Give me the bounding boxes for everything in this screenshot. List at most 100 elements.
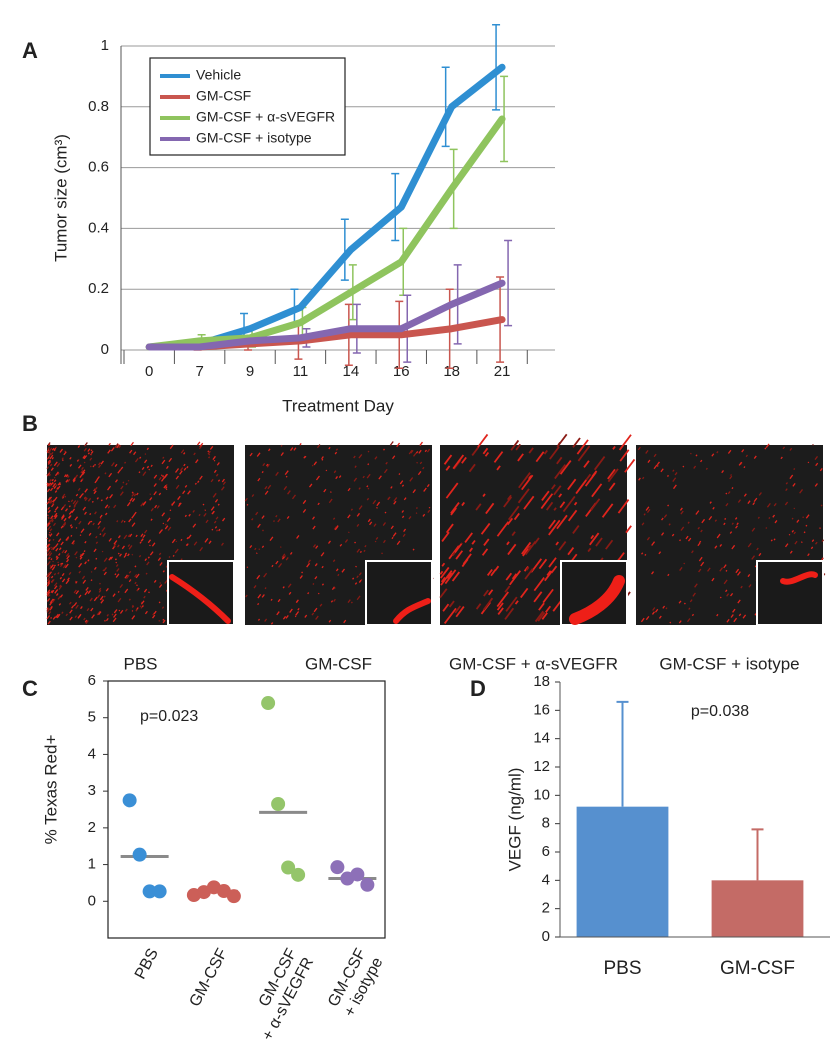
speck [412, 548, 415, 551]
speck [47, 446, 50, 450]
speck [101, 527, 106, 532]
speck [496, 591, 509, 608]
speck [192, 509, 195, 513]
speck [821, 557, 824, 561]
inset-vessel [169, 574, 231, 624]
speck [95, 557, 98, 560]
speck [125, 482, 128, 486]
speck [367, 487, 370, 490]
speck [524, 541, 537, 556]
error-bar [340, 218, 349, 281]
speck [800, 541, 803, 543]
x-tick-label: 18 [443, 363, 460, 380]
speck [131, 605, 135, 608]
speck [99, 514, 103, 519]
speck [103, 557, 108, 562]
speck [687, 537, 692, 542]
speck [699, 540, 702, 544]
speck [175, 484, 180, 490]
speck [426, 484, 430, 488]
speck [661, 532, 665, 536]
speck [687, 521, 690, 524]
speck [124, 461, 127, 464]
speck [186, 466, 189, 469]
speck [651, 571, 655, 575]
speck [358, 579, 362, 583]
speck [95, 535, 98, 539]
speck [311, 612, 315, 616]
speck [69, 616, 73, 621]
speck [67, 577, 70, 581]
speck [71, 508, 76, 514]
speck [89, 512, 92, 516]
speck [96, 594, 101, 599]
speck [134, 573, 138, 578]
speck [354, 465, 357, 468]
speck [255, 511, 259, 516]
speck [408, 449, 413, 455]
speck [618, 434, 632, 451]
speck [591, 483, 603, 498]
speck [217, 503, 220, 506]
speck [672, 484, 677, 490]
x-tick-label: 11 [293, 363, 309, 380]
speck [49, 528, 53, 532]
speck [538, 558, 548, 570]
speck [737, 571, 741, 576]
speck [140, 538, 144, 542]
speck [105, 496, 109, 500]
speck [266, 463, 270, 468]
speck [286, 515, 290, 520]
speck [261, 470, 264, 474]
speck [149, 551, 154, 556]
speck [49, 487, 54, 492]
speck [134, 581, 137, 585]
speck [198, 444, 203, 450]
speck [212, 492, 217, 498]
speck [64, 450, 66, 453]
speck [108, 442, 111, 446]
speck [76, 500, 79, 502]
speck [90, 520, 93, 523]
speck [175, 540, 178, 543]
speck [553, 485, 562, 496]
speck [61, 573, 65, 577]
speck [764, 447, 767, 450]
speck [304, 614, 308, 618]
speck [751, 555, 756, 560]
speck [120, 466, 124, 470]
data-point [142, 884, 157, 899]
speck [48, 450, 51, 454]
speck [553, 507, 557, 511]
speck [47, 516, 50, 519]
speck [169, 509, 172, 512]
speck [48, 447, 53, 452]
speck [168, 556, 171, 558]
speck [61, 549, 65, 554]
speck [49, 463, 53, 467]
speck [768, 517, 771, 520]
speck [175, 475, 180, 480]
speck [398, 473, 401, 475]
speck [412, 489, 416, 494]
speck [77, 445, 81, 448]
speck [49, 601, 53, 606]
speck [135, 534, 138, 538]
speck [320, 552, 325, 557]
speck [96, 610, 101, 616]
speck [285, 475, 288, 478]
speck [338, 475, 342, 478]
speck [51, 578, 55, 584]
speck [375, 537, 379, 540]
inset-vessel [569, 575, 625, 625]
x-tick-label: GM-CSF [186, 946, 231, 1010]
speck [392, 532, 397, 537]
speck [66, 537, 70, 542]
speck [314, 576, 318, 580]
speck [374, 456, 378, 460]
speck [700, 561, 705, 567]
speck [369, 521, 373, 526]
speck [50, 451, 54, 455]
speck [267, 448, 271, 452]
speck [455, 550, 464, 560]
